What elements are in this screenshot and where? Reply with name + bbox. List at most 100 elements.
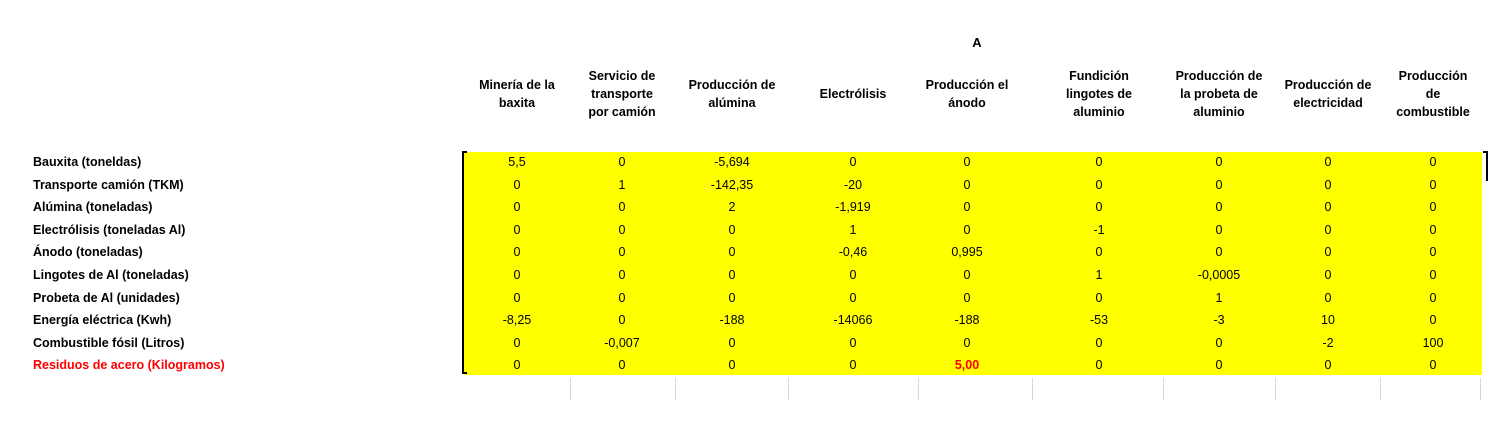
- matrix-cell[interactable]: 5,00: [954, 358, 980, 373]
- matrix-cell[interactable]: 0: [728, 290, 736, 305]
- matrix-cell[interactable]: 0: [963, 268, 971, 282]
- matrix-cell[interactable]: -1,919: [835, 200, 871, 215]
- matrix-cell[interactable]: 0: [849, 335, 857, 350]
- matrix-cell[interactable]: 0: [1215, 155, 1223, 169]
- matrix-cell[interactable]: 10: [1321, 313, 1335, 328]
- matrix-cell[interactable]: 0: [1324, 245, 1332, 260]
- matrix-cell[interactable]: 0: [513, 200, 521, 215]
- matrix-cell[interactable]: 0: [728, 268, 736, 282]
- matrix-cell[interactable]: 100: [1422, 335, 1444, 350]
- matrix-cell[interactable]: 0: [513, 358, 521, 373]
- matrix-cell[interactable]: 0: [1095, 200, 1103, 215]
- matrix-cell[interactable]: 0: [849, 155, 857, 169]
- matrix-cell[interactable]: -1: [1093, 222, 1105, 237]
- matrix-cell[interactable]: 0: [618, 155, 626, 169]
- column-header: Producción de alúmina: [688, 78, 776, 110]
- grid-line: [1275, 378, 1276, 400]
- matrix-cell[interactable]: 0: [513, 222, 521, 237]
- matrix-cell[interactable]: 1: [1215, 290, 1223, 305]
- column-header: Producción de la probeta de aluminio: [1175, 69, 1263, 119]
- matrix-cell[interactable]: -0,007: [604, 335, 640, 350]
- matrix-cell[interactable]: 0: [728, 335, 736, 350]
- matrix-cell[interactable]: 0: [1324, 200, 1332, 215]
- matrix-cell[interactable]: 0: [1324, 222, 1332, 237]
- matrix-cell[interactable]: 0: [618, 200, 626, 215]
- matrix-cell[interactable]: 0: [1215, 245, 1223, 260]
- matrix-cell[interactable]: 0: [728, 222, 736, 237]
- matrix-cell[interactable]: 2: [728, 200, 736, 215]
- matrix-cell[interactable]: 1: [849, 222, 857, 237]
- matrix-cell[interactable]: 0: [1095, 177, 1103, 192]
- matrix-cell[interactable]: 0: [849, 268, 857, 282]
- matrix-cell[interactable]: 0: [1095, 290, 1103, 305]
- matrix-cell[interactable]: 0,995: [951, 245, 983, 260]
- matrix-cell[interactable]: -14066: [833, 313, 873, 328]
- matrix-cell[interactable]: 0: [618, 245, 626, 260]
- matrix-cell[interactable]: 0: [1324, 290, 1332, 305]
- matrix-cell[interactable]: 0: [963, 335, 971, 350]
- matrix-cell[interactable]: 0: [963, 200, 971, 215]
- matrix-cell[interactable]: -188: [954, 313, 980, 328]
- matrix-cell[interactable]: 0: [1324, 358, 1332, 373]
- matrix-cell[interactable]: 0: [849, 290, 857, 305]
- matrix-cell[interactable]: 0: [618, 290, 626, 305]
- matrix-cell[interactable]: 0: [513, 268, 521, 282]
- matrix-cell[interactable]: 0: [1324, 268, 1332, 282]
- matrix-cell[interactable]: 0: [1095, 335, 1103, 350]
- matrix-cell[interactable]: -20: [843, 177, 863, 192]
- matrix-cell[interactable]: 0: [1429, 245, 1437, 260]
- grid-line: [1380, 378, 1381, 400]
- matrix-cell[interactable]: 0: [1324, 155, 1332, 169]
- matrix-cell[interactable]: 0: [963, 155, 971, 169]
- matrix-cell[interactable]: 1: [618, 177, 626, 192]
- matrix-cell[interactable]: 0: [849, 358, 857, 373]
- matrix-cell[interactable]: 0: [728, 245, 736, 260]
- matrix-cell[interactable]: 0: [1095, 358, 1103, 373]
- matrix-cell[interactable]: 0: [1429, 200, 1437, 215]
- matrix-cell[interactable]: -142,35: [710, 177, 754, 192]
- matrix-cell[interactable]: -5,694: [714, 155, 750, 169]
- matrix-cell[interactable]: 0: [1429, 177, 1437, 192]
- matrix-cell[interactable]: 0: [1429, 313, 1437, 328]
- matrix-cell[interactable]: 0: [1095, 155, 1103, 169]
- matrix-cell[interactable]: 0: [1429, 155, 1437, 169]
- matrix-cell[interactable]: 0: [1215, 200, 1223, 215]
- matrix-cell[interactable]: 0: [1215, 335, 1223, 350]
- matrix-cell[interactable]: 0: [1215, 177, 1223, 192]
- matrix-cell[interactable]: -8,25: [502, 313, 532, 328]
- matrix-cell[interactable]: 0: [1215, 222, 1223, 237]
- matrix-cell[interactable]: 0: [1429, 268, 1437, 282]
- matrix-cell[interactable]: 0: [513, 245, 521, 260]
- matrix-cell[interactable]: 0: [513, 290, 521, 305]
- column-header: Producción de electricidad: [1284, 78, 1372, 110]
- matrix-cell[interactable]: 0: [618, 222, 626, 237]
- matrix-cell[interactable]: 0: [513, 335, 521, 350]
- matrix-cell[interactable]: 0: [1324, 177, 1332, 192]
- matrix-cell[interactable]: -188: [719, 313, 745, 328]
- matrix-cell[interactable]: -0,0005: [1197, 268, 1241, 282]
- matrix-cell[interactable]: 0: [728, 358, 736, 373]
- matrix-cell[interactable]: 0: [618, 313, 626, 328]
- matrix-label: A: [972, 35, 982, 50]
- matrix-cell[interactable]: -2: [1322, 335, 1334, 350]
- matrix-cell[interactable]: 0: [1095, 245, 1103, 260]
- matrix-cell[interactable]: 0: [1429, 222, 1437, 237]
- matrix-cell[interactable]: 0: [618, 268, 626, 282]
- matrix-cell[interactable]: 0: [618, 358, 626, 373]
- matrix-cell[interactable]: 0: [963, 222, 971, 237]
- matrix-cell[interactable]: 0: [513, 177, 521, 192]
- row-label: Alúmina (toneladas): [33, 200, 153, 215]
- matrix-cell[interactable]: 0: [1429, 358, 1437, 373]
- matrix-cell[interactable]: -53: [1089, 313, 1109, 328]
- matrix-cell[interactable]: -0,46: [838, 245, 868, 260]
- matrix-cell[interactable]: 0: [1429, 290, 1437, 305]
- matrix-cell[interactable]: 0: [963, 290, 971, 305]
- row-label: Bauxita (toneldas): [33, 155, 142, 169]
- matrix-cell[interactable]: 0: [1215, 358, 1223, 373]
- matrix-cell[interactable]: 5,5: [508, 155, 526, 169]
- matrix-cell[interactable]: 1: [1095, 268, 1103, 282]
- matrix-cell[interactable]: -3: [1213, 313, 1225, 328]
- grid-line: [1480, 378, 1481, 400]
- matrix-cell[interactable]: 0: [963, 177, 971, 192]
